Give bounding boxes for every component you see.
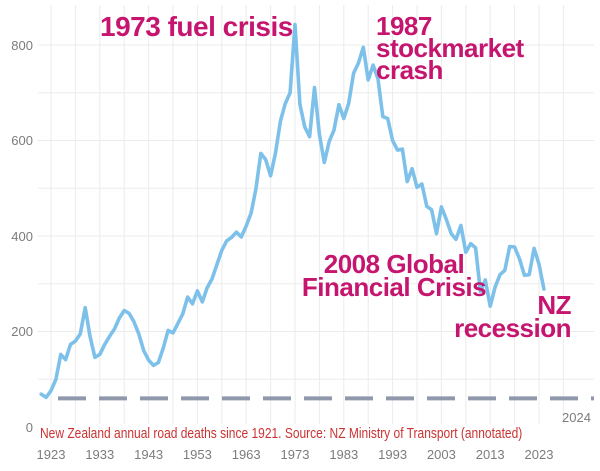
x-tick-label: 2023 bbox=[524, 447, 554, 462]
x-tick-label: 1953 bbox=[182, 447, 212, 462]
x-tick-label: 1923 bbox=[36, 447, 66, 462]
deaths-trend-line bbox=[39, 22, 546, 400]
source-caption: New Zealand annual road deaths since 192… bbox=[40, 425, 523, 442]
x-tick-label: 1983 bbox=[329, 447, 359, 462]
x-tick-label: 2003 bbox=[426, 447, 456, 462]
y-tick-label: 800 bbox=[11, 37, 33, 53]
x-tick-label: 1963 bbox=[231, 447, 261, 462]
x-tick-label: 1933 bbox=[85, 447, 115, 462]
gridlines bbox=[38, 5, 594, 424]
annotation-2008-gfc: 2008 Global Financial Crisis bbox=[301, 249, 487, 302]
annotation-1987-stockmarket-crash: 1987 stockmarket crash bbox=[376, 11, 524, 85]
annotation-1973-fuel-crisis: 1973 fuel crisis bbox=[100, 11, 293, 42]
x-tick-label: 1993 bbox=[378, 447, 408, 462]
reference-line-end-label: 2024 bbox=[562, 410, 591, 425]
x-tick-label: 2013 bbox=[475, 447, 505, 462]
y-tick-label: 0 bbox=[25, 419, 33, 435]
y-tick-label: 400 bbox=[11, 228, 33, 244]
x-tick-label: 1943 bbox=[134, 447, 164, 462]
y-tick-label: 200 bbox=[11, 324, 33, 339]
y-tick-label: 600 bbox=[11, 133, 33, 148]
annotation-nz-recession: NZ recession bbox=[454, 290, 571, 343]
x-tick-label: 1973 bbox=[280, 447, 310, 462]
